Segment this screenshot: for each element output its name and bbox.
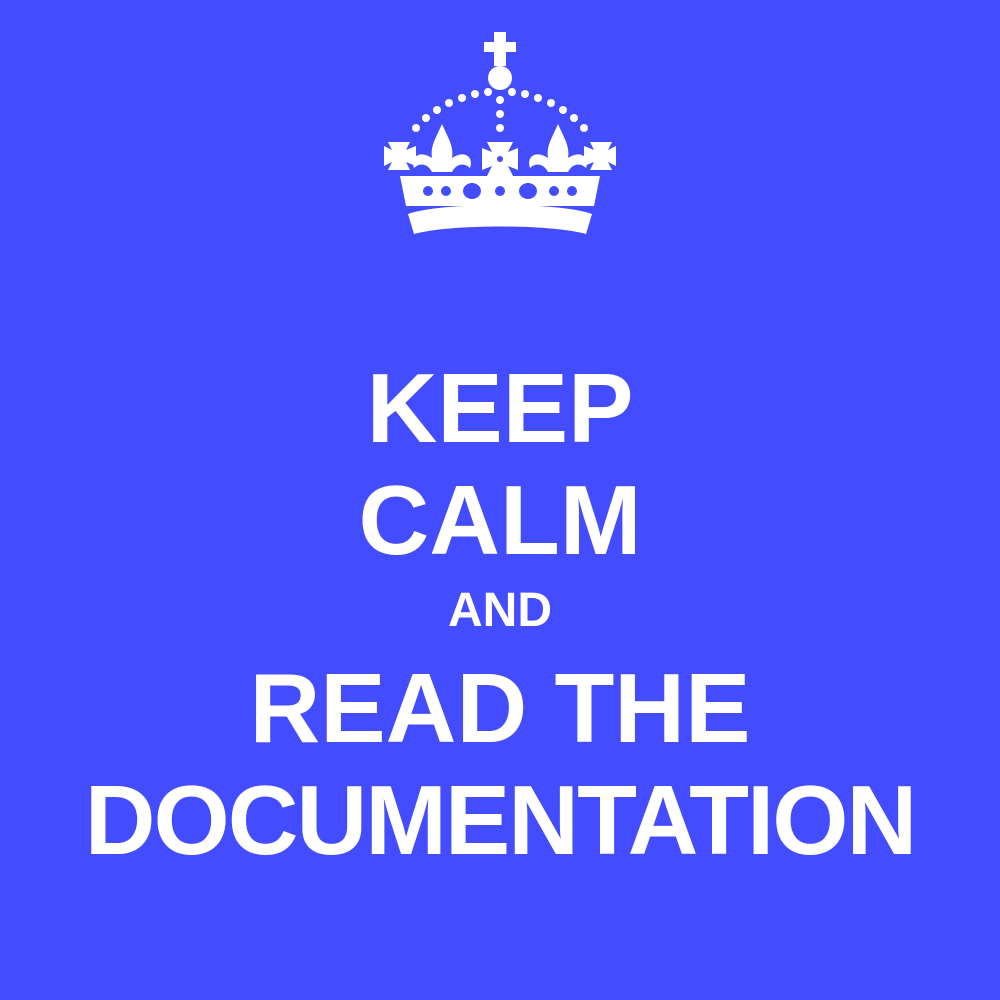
line-calm: CALM xyxy=(358,465,642,575)
line-read-the: READ THE xyxy=(249,653,751,763)
crown-icon xyxy=(384,32,616,234)
line-and: AND xyxy=(448,584,552,637)
line-keep: KEEP xyxy=(366,353,634,463)
line-documentation: DOCUMENTATION xyxy=(84,765,918,875)
